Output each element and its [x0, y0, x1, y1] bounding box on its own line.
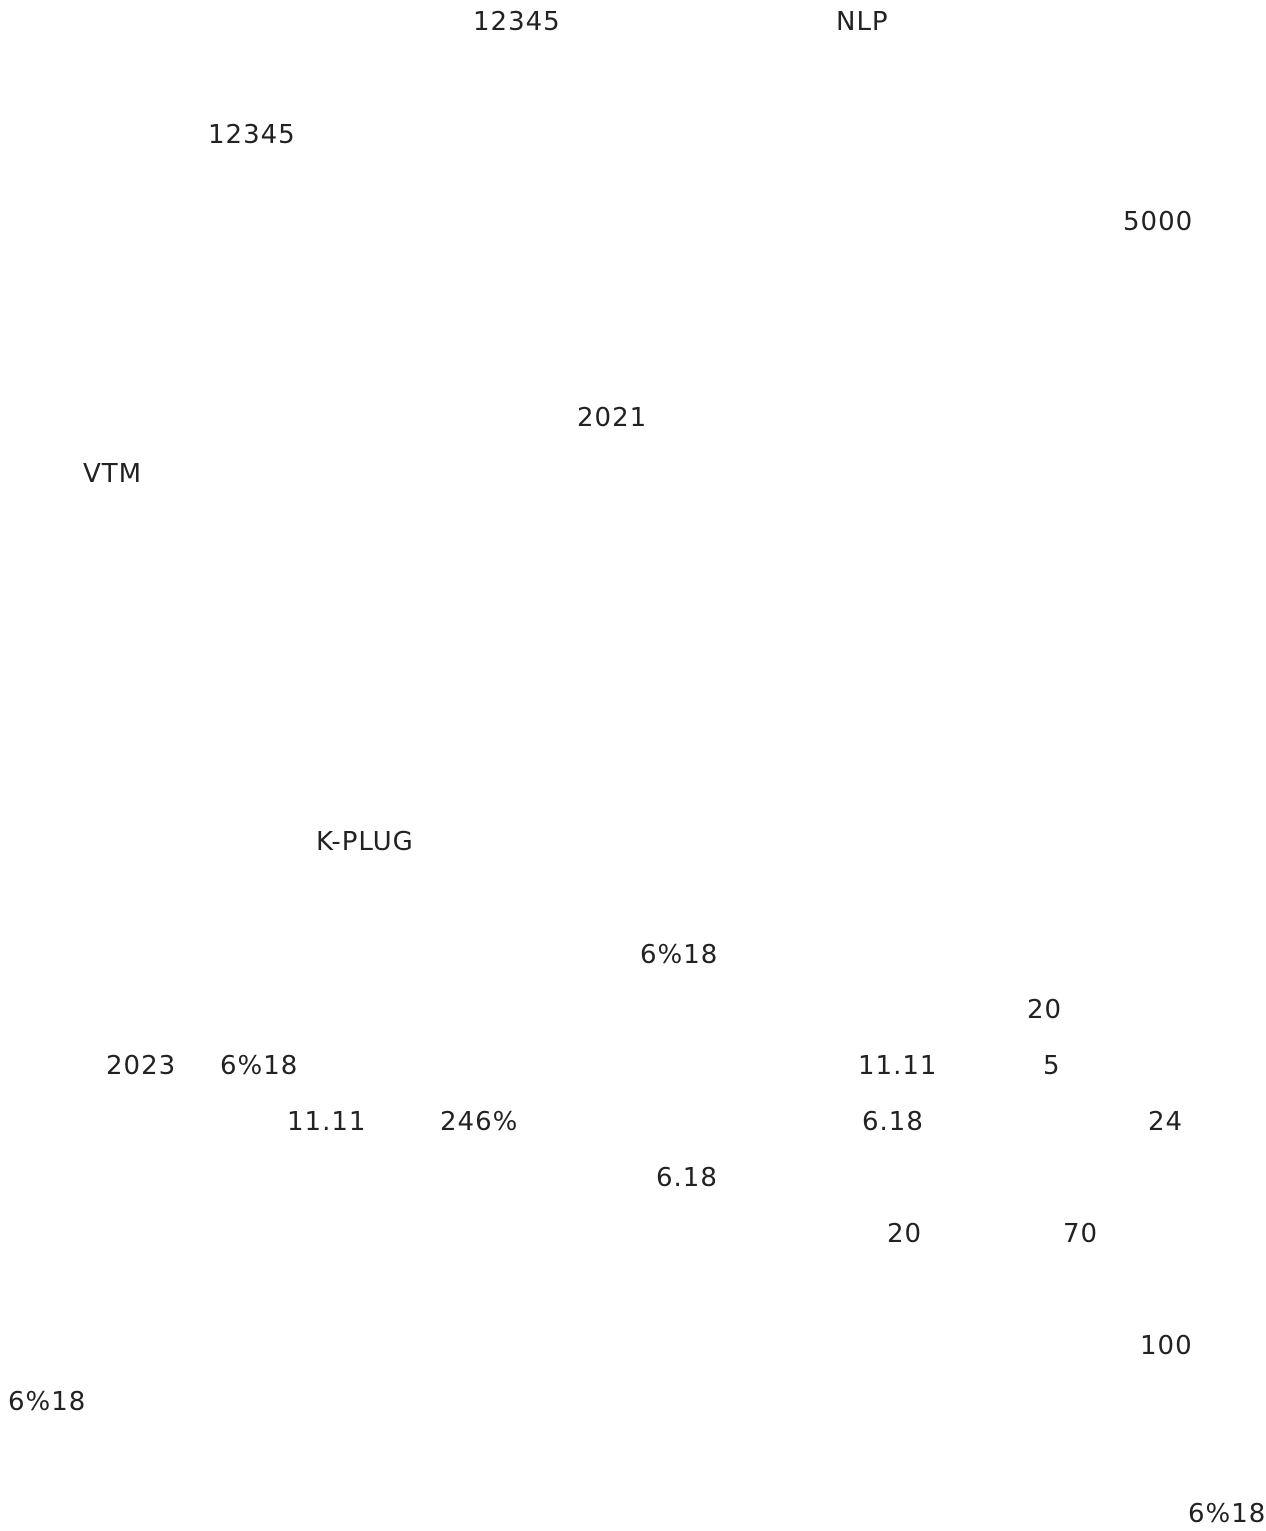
- text-fragment: 6.18: [862, 1107, 924, 1137]
- text-fragment: 6%18: [1188, 1499, 1266, 1529]
- text-fragment: 20: [1027, 995, 1063, 1025]
- text-fragment: K-PLUG: [316, 827, 414, 857]
- text-fragment: 6%18: [8, 1387, 87, 1417]
- text-fragment: 6%18: [640, 940, 719, 970]
- text-fragment: 11.11: [858, 1051, 938, 1081]
- text-fragment: 2021: [577, 403, 648, 433]
- text-fragment: 12345: [473, 7, 561, 37]
- text-fragment: 246%: [440, 1107, 519, 1137]
- text-fragment: 70: [1063, 1219, 1099, 1249]
- text-fragment: VTM: [83, 459, 143, 489]
- text-fragment: 6%18: [220, 1051, 299, 1081]
- text-fragment: 12345: [208, 120, 296, 150]
- text-fragment: 2023: [106, 1051, 177, 1081]
- text-fragment: 11.11: [287, 1107, 367, 1137]
- text-fragment: 6.18: [656, 1163, 718, 1193]
- text-fragment: 20: [887, 1219, 923, 1249]
- text-fragment: NLP: [836, 7, 889, 37]
- text-fragment: 100: [1140, 1331, 1193, 1361]
- text-fragment: 5: [1043, 1051, 1061, 1081]
- text-fragment: 5000: [1123, 207, 1194, 237]
- text-fragment: 24: [1148, 1107, 1184, 1137]
